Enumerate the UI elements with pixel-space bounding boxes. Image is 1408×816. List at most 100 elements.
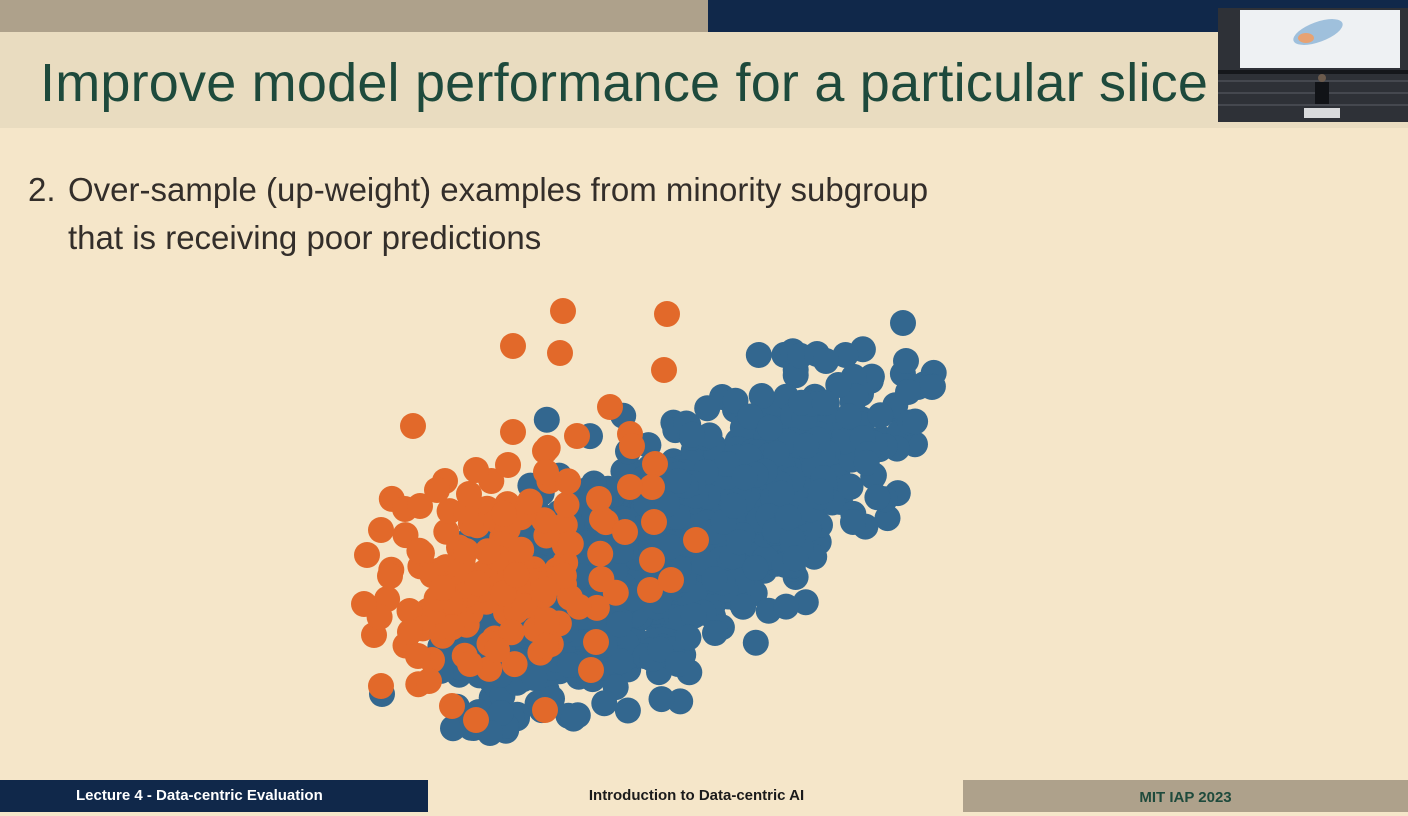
orange-point [354,542,380,568]
blue-point [792,589,819,616]
orange-point [406,537,433,564]
orange-point [547,340,573,366]
orange-point [500,333,526,359]
blue-point [521,665,548,691]
orange-point [597,394,623,420]
orange-point [532,576,559,603]
orange-point [588,566,615,593]
minority-points [351,298,709,733]
orange-point [587,540,614,567]
orange-point [550,562,577,589]
orange-point [351,591,377,617]
orange-point [637,577,663,603]
orange-point [503,562,530,588]
blue-point [694,395,721,422]
blue-point [840,509,866,535]
blue-point [726,529,752,556]
blue-point [835,403,862,430]
orange-point [416,668,442,694]
blue-point [730,593,757,620]
blue-point [832,342,859,368]
orange-point [557,584,583,611]
speaker-video-icon [1218,8,1408,122]
orange-point [555,468,582,495]
blue-point [919,374,945,400]
orange-point [500,419,526,445]
blue-point [813,348,839,374]
orange-point [578,657,604,683]
blue-point [867,402,894,429]
blue-point [756,414,783,441]
orange-point [439,693,465,719]
blue-point [825,372,852,398]
footer-term: MIT IAP 2023 [963,780,1408,812]
blue-point [560,705,587,732]
orange-point [484,637,510,663]
top-band-tan [0,0,708,32]
blue-point [679,421,706,448]
orange-point [532,697,558,723]
orange-point [377,563,403,589]
orange-point [641,509,667,535]
orange-point [642,451,668,477]
orange-point [463,457,489,483]
bullet-number: 2. [28,171,56,208]
orange-point [639,474,665,500]
blue-point [895,379,921,405]
orange-point [553,491,580,518]
footer: Lecture 4 - Data-centric Evaluation Intr… [0,780,1408,812]
blue-point [837,473,864,500]
orange-point [511,593,538,620]
blue-point [731,464,758,491]
blue-point [748,383,775,409]
orange-point [397,619,423,645]
blue-point [742,554,769,581]
orange-point [617,474,643,500]
blue-point [775,504,802,531]
orange-point [533,459,559,485]
blue-point [720,492,747,519]
blue-point [890,310,916,336]
orange-point [516,488,543,515]
orange-point [424,477,450,503]
orange-point [464,570,491,597]
blue-point [647,636,674,663]
orange-point [534,607,560,633]
blue-point [768,480,795,507]
orange-point [550,298,576,324]
orange-point [463,707,489,733]
orange-point [490,580,517,607]
orange-point [586,486,612,512]
bullet-line-1: Over-sample (up-weight) examples from mi… [68,171,929,208]
orange-point [619,433,645,459]
orange-point [589,506,615,533]
blue-point [788,389,815,416]
orange-point [405,643,431,669]
blue-point [607,648,634,675]
blue-point [782,545,809,572]
orange-point [453,538,480,564]
blue-point [782,362,809,389]
blue-point [680,602,707,629]
blue-point [606,611,633,638]
orange-point [368,673,394,699]
orange-point [498,619,525,646]
orange-point [651,357,677,383]
title-bar: Improve model performance for a particul… [0,32,1408,128]
orange-point [533,633,559,659]
orange-point [583,629,609,655]
footer-course: Introduction to Data-centric AI [428,780,963,812]
blue-point [864,484,891,511]
orange-point [658,567,684,593]
orange-point [495,452,521,478]
orange-point [456,481,482,507]
blue-point [807,478,834,505]
blue-point [902,408,929,435]
blue-point [742,629,769,656]
orange-point [654,301,680,327]
orange-point [501,651,528,678]
orange-point [557,530,584,557]
blue-point [737,403,764,430]
bullet-point: 2. Over-sample (up-weight) examples from… [28,166,1028,262]
